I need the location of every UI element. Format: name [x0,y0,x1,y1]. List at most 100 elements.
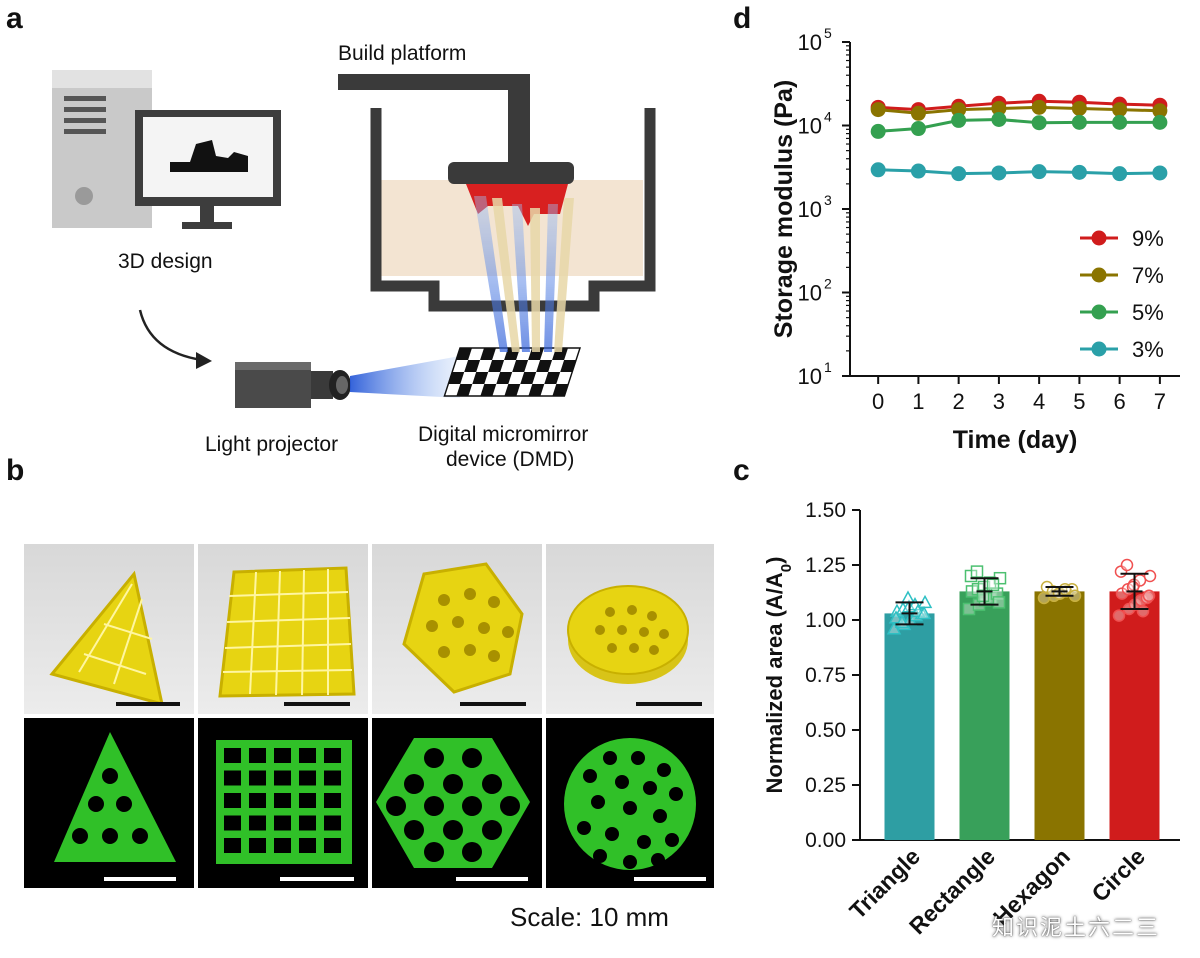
data-point [991,100,1007,116]
data-point [1112,166,1128,182]
data-point [916,605,932,620]
scale-bar [284,702,350,706]
data-point [991,165,1007,181]
panel-letter-a: a [6,2,23,35]
data-point [1152,103,1168,119]
fluorescent-rectangle [198,718,368,888]
photo-hexagon [372,544,542,714]
data-point [970,565,984,578]
data-point [1058,582,1072,596]
x-category-label: Circle [1086,843,1150,907]
data-point [1112,114,1128,130]
y-tick-label: 0.75 [805,664,846,687]
bar [1109,591,1160,840]
data-point [951,166,967,182]
scale-bar [634,877,706,881]
normalized-area-chart: 0.00 0.25 0.50 0.75 1.00 1.25 1.50 Normalized a… [762,499,1180,939]
data-point [951,102,967,118]
photo-triangle [24,544,194,714]
schematic-diagram: Build platform 3D design Light projector… [52,42,656,471]
y-tick-label: 0.25 [805,774,846,797]
y-tick-exponent: 1 [824,359,832,375]
curved-arrow-icon [138,309,203,362]
data-point [910,163,926,179]
fluorescent-hexagon [372,718,542,888]
legend-label: 3% [1132,337,1164,362]
data-point [870,162,886,178]
y-tick-label: 1.25 [805,554,846,577]
data-point [910,105,926,121]
y-axis-label: Storage modulus (Pa) [770,80,798,338]
scale-bar [116,702,180,706]
bar [1034,591,1085,840]
data-point [1152,165,1168,181]
x-tick-label: 7 [1154,389,1166,414]
data-point [910,121,926,137]
photo-circle [546,544,714,714]
data-point [1031,115,1047,131]
data-point [1031,99,1047,115]
y-tick-label: 10 [798,364,822,389]
x-axis-label: Time (day) [953,426,1078,454]
dmd-label-line2: device (DMD) [446,448,574,471]
y-tick-exponent: 3 [824,192,832,208]
dmd-label-line1: Digital micromirror [418,423,588,446]
watermark-text: 知识泥土六二三 [992,915,1161,940]
data-point [886,621,902,635]
data-point [1112,102,1128,118]
scale-bar [460,702,526,706]
panel-letter-b: b [6,454,25,487]
data-point [1112,609,1126,622]
y-tick-label: 10 [798,30,822,55]
design-label: 3D design [118,250,213,273]
x-tick-label: 1 [912,389,924,414]
data-point [991,111,1007,127]
y-tick-label: 10 [798,197,822,222]
projector-icon [235,362,351,408]
data-point [1126,580,1140,594]
data-point [1071,114,1087,130]
legend-marker [1091,267,1107,283]
dmd-icon [443,347,581,397]
data-point [962,602,976,616]
light-rays [474,196,574,352]
projector-label: Light projector [205,433,338,456]
data-point [992,596,1006,609]
photo-rectangle [198,544,368,714]
data-point [1120,558,1134,572]
scale-bar [636,702,702,706]
x-tick-label: 5 [1073,389,1085,414]
legend-label: 5% [1132,300,1164,325]
scale-bar [104,877,176,881]
data-point [1136,604,1150,618]
data-point [1071,100,1087,116]
x-tick-label: 0 [872,389,884,414]
data-point [986,578,1000,592]
legend-label: 9% [1132,226,1164,251]
light-beam [350,356,460,398]
data-point [1142,589,1156,603]
y-tick-label: 10 [798,114,822,139]
y-tick-label: 10 [798,281,822,306]
data-point [900,590,916,604]
data-point [1071,164,1087,180]
x-tick-label: 2 [953,389,965,414]
build-platform-label: Build platform [338,42,466,65]
y-tick-exponent: 4 [824,109,832,125]
data-point [1031,164,1047,180]
data-point [870,123,886,139]
x-tick-label: 3 [993,389,1005,414]
data-point [951,112,967,128]
y-tick-label: 1.50 [805,499,846,522]
data-point [870,102,886,118]
data-point [1143,569,1157,583]
y-tick-exponent: 2 [824,276,832,292]
legend-label: 7% [1132,263,1164,288]
monitor-icon [135,110,281,229]
y-tick-label: 0.00 [805,829,846,852]
legend-marker [1091,304,1107,320]
scale-text: Scale: 10 mm [510,902,669,932]
bar [884,613,935,840]
fabricated-shapes-grid [24,544,714,888]
